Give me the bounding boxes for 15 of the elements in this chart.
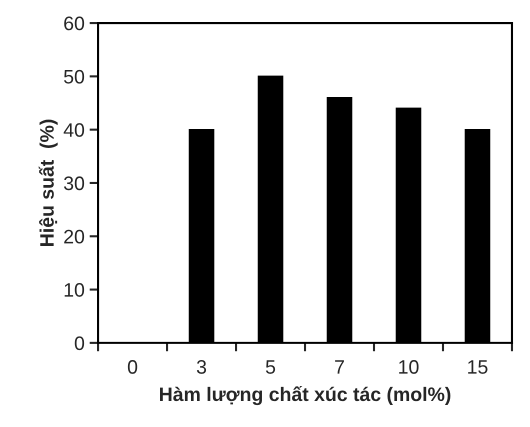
- y-tick-label: 20: [64, 230, 84, 244]
- y-tick-label: 40: [64, 123, 84, 137]
- x-tick-label: 3: [196, 360, 206, 374]
- x-tick-label: 7: [335, 360, 344, 374]
- y-tick-label: 0: [74, 336, 84, 350]
- y-tick-label: 30: [64, 176, 84, 190]
- x-tick-label: 15: [468, 360, 488, 374]
- x-tick-label: 10: [399, 360, 419, 374]
- x-axis-title: Hàm lượng chất xúc tác (mol%): [160, 386, 450, 406]
- x-tick-label: 5: [266, 360, 276, 374]
- y-tick-label: 10: [64, 283, 84, 297]
- y-tick-label: 50: [64, 70, 84, 84]
- y-axis-title: Hiệu suất (%): [38, 120, 58, 246]
- y-tick-label: 60: [64, 16, 84, 30]
- x-tick-label: 0: [128, 360, 138, 374]
